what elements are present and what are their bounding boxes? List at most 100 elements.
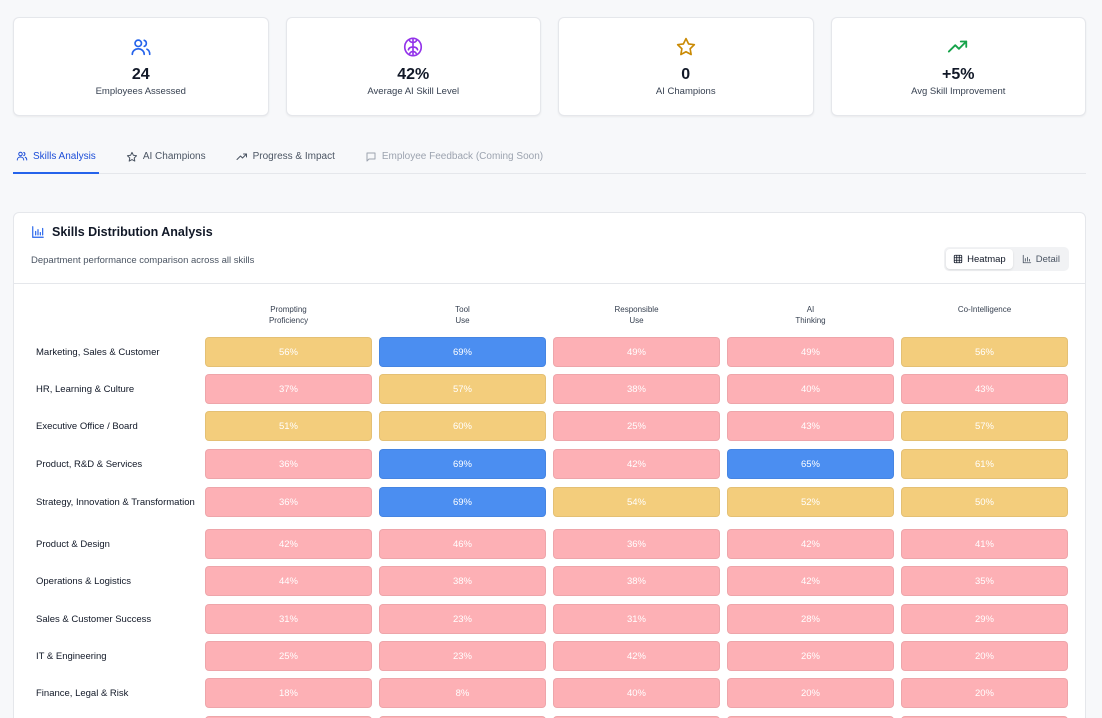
heatmap-cell[interactable]: 42% (553, 641, 720, 671)
tab-employee-feedback: Employee Feedback (Coming Soon) (362, 140, 546, 173)
heatmap-cell[interactable]: 23% (379, 641, 546, 671)
heatmap-cell[interactable]: 36% (553, 529, 720, 559)
heatmap-cell[interactable]: 49% (553, 337, 720, 367)
heatmap-cell-value: 49% (800, 346, 820, 358)
panel-title-text: Skills Distribution Analysis (52, 225, 213, 239)
heatmap-cell[interactable]: 29% (901, 604, 1068, 634)
detail-toggle-button[interactable]: Detail (1015, 249, 1067, 269)
heatmap-cell[interactable]: 26% (727, 641, 894, 671)
heatmap-cell[interactable]: 20% (727, 678, 894, 708)
heatmap-cell[interactable]: 28% (727, 604, 894, 634)
heatmap-cell[interactable]: 69% (379, 487, 546, 517)
heatmap-cell-value: 20% (974, 650, 994, 662)
stat-value: +5% (942, 66, 975, 83)
brain-icon (401, 35, 425, 59)
heatmap-cell[interactable]: 25% (553, 411, 720, 441)
heatmap-cell-value: 54% (626, 496, 646, 508)
tab-label: Employee Feedback (Coming Soon) (381, 151, 544, 162)
heatmap-cell[interactable]: 40% (727, 374, 894, 404)
heatmap-cell-value: 61% (974, 458, 994, 470)
panel-header: Skills Distribution Analysis Department … (14, 213, 1085, 284)
heatmap-cell-value: 65% (800, 458, 820, 470)
heatmap-cell[interactable]: 44% (205, 566, 372, 596)
heatmap-cell[interactable]: 43% (727, 411, 894, 441)
heatmap-cell-value: 52% (800, 496, 820, 508)
heatmap-cell[interactable]: 37% (205, 374, 372, 404)
heatmap-cell[interactable]: 61% (901, 449, 1068, 479)
heatmap-cell-value: 37% (278, 383, 298, 395)
heatmap-cell[interactable]: 46% (379, 529, 546, 559)
heatmap-cell[interactable]: 57% (379, 374, 546, 404)
heatmap-cell[interactable]: 42% (727, 529, 894, 559)
stat-value: 0 (681, 66, 691, 83)
heatmap-cell[interactable]: 60% (379, 411, 546, 441)
heatmap-cell[interactable]: 35% (901, 566, 1068, 596)
heatmap-cell-value: 56% (974, 346, 994, 358)
heatmap-cell-value: 25% (626, 420, 646, 432)
department-label: Finance, Legal & Risk (36, 687, 129, 699)
heatmap-cell[interactable]: 42% (205, 529, 372, 559)
heatmap-cell[interactable]: 36% (205, 487, 372, 517)
heatmap-cell-value: 49% (626, 346, 646, 358)
heatmap-cell[interactable]: 52% (727, 487, 894, 517)
heatmap-cell[interactable]: 20% (901, 678, 1068, 708)
heatmap-cell-value: 69% (452, 496, 472, 508)
heatmap-cell[interactable]: 41% (901, 529, 1068, 559)
heatmap-cell-value: 44% (278, 575, 298, 587)
department-label: Executive Office / Board (36, 420, 138, 432)
stat-card-ai-champions: 0 AI Champions (558, 17, 814, 116)
heatmap-cell-value: 35% (974, 575, 994, 587)
heatmap-cell-value: 36% (626, 538, 646, 550)
heatmap-cell[interactable]: 42% (553, 449, 720, 479)
heatmap-cell[interactable]: 54% (553, 487, 720, 517)
heatmap-cell[interactable]: 18% (205, 678, 372, 708)
heatmap-cell-value: 31% (278, 613, 298, 625)
heatmap-cell[interactable]: 51% (205, 411, 372, 441)
heatmap-cell[interactable]: 23% (379, 604, 546, 634)
heatmap-cell[interactable]: 69% (379, 337, 546, 367)
heatmap-cell-value: 43% (800, 420, 820, 432)
heatmap-cell[interactable]: 38% (553, 566, 720, 596)
heatmap-cell[interactable]: 57% (901, 411, 1068, 441)
heatmap-cell[interactable]: 38% (379, 566, 546, 596)
heatmap-cell[interactable]: 36% (205, 449, 372, 479)
heatmap-cell[interactable]: 56% (901, 337, 1068, 367)
department-label: Product, R&D & Services (36, 458, 143, 470)
heatmap-cell[interactable]: 50% (901, 487, 1068, 517)
stat-card-skill-improvement: +5% Avg Skill Improvement (830, 17, 1086, 116)
heatmap-cell[interactable]: 49% (727, 337, 894, 367)
heatmap-cell[interactable]: 31% (205, 604, 372, 634)
heatmap-cell-value: 69% (452, 346, 472, 358)
heatmap-cell-value: 56% (278, 346, 298, 358)
heatmap-cell[interactable]: 42% (727, 566, 894, 596)
heatmap-cell[interactable]: 31% (553, 604, 720, 634)
heatmap-cell[interactable]: 65% (727, 449, 894, 479)
heatmap-cell-value: 41% (974, 538, 994, 550)
heatmap-cell[interactable]: 25% (205, 641, 372, 671)
heatmap-cell[interactable]: 8% (379, 678, 546, 708)
stat-value: 42% (397, 66, 430, 83)
users-icon (129, 35, 153, 59)
heatmap-cell-value: 25% (278, 650, 298, 662)
heatmap-cell-value: 28% (800, 613, 820, 625)
users-icon (16, 151, 28, 161)
heatmap-cell[interactable]: 38% (553, 374, 720, 404)
view-toggle: Heatmap Detail (944, 247, 1069, 271)
tab-skills-analysis[interactable]: Skills Analysis (13, 140, 99, 174)
tab-ai-champions[interactable]: AI Champions (123, 140, 209, 173)
heatmap-cell[interactable]: 56% (205, 337, 372, 367)
heatmap-cell[interactable]: 40% (553, 678, 720, 708)
stats-row: 24 Employees Assessed 42% Average AI Ski… (13, 17, 1086, 116)
heatmap-cell-value: 18% (278, 687, 298, 699)
trending-up-icon (946, 35, 970, 59)
heatmap-toggle-button[interactable]: Heatmap (946, 249, 1013, 269)
heatmap-cell[interactable]: 20% (901, 641, 1068, 671)
heatmap-cell[interactable]: 69% (379, 449, 546, 479)
heatmap-cell-value: 60% (452, 420, 472, 432)
heatmap-cell[interactable]: 43% (901, 374, 1068, 404)
stat-value: 24 (131, 66, 150, 83)
tab-progress-impact[interactable]: Progress & Impact (233, 140, 338, 173)
heatmap-cell-value: 42% (626, 458, 646, 470)
panel-subtitle: Department performance comparison across… (31, 255, 255, 266)
heatmap-cell-value: 50% (974, 496, 994, 508)
